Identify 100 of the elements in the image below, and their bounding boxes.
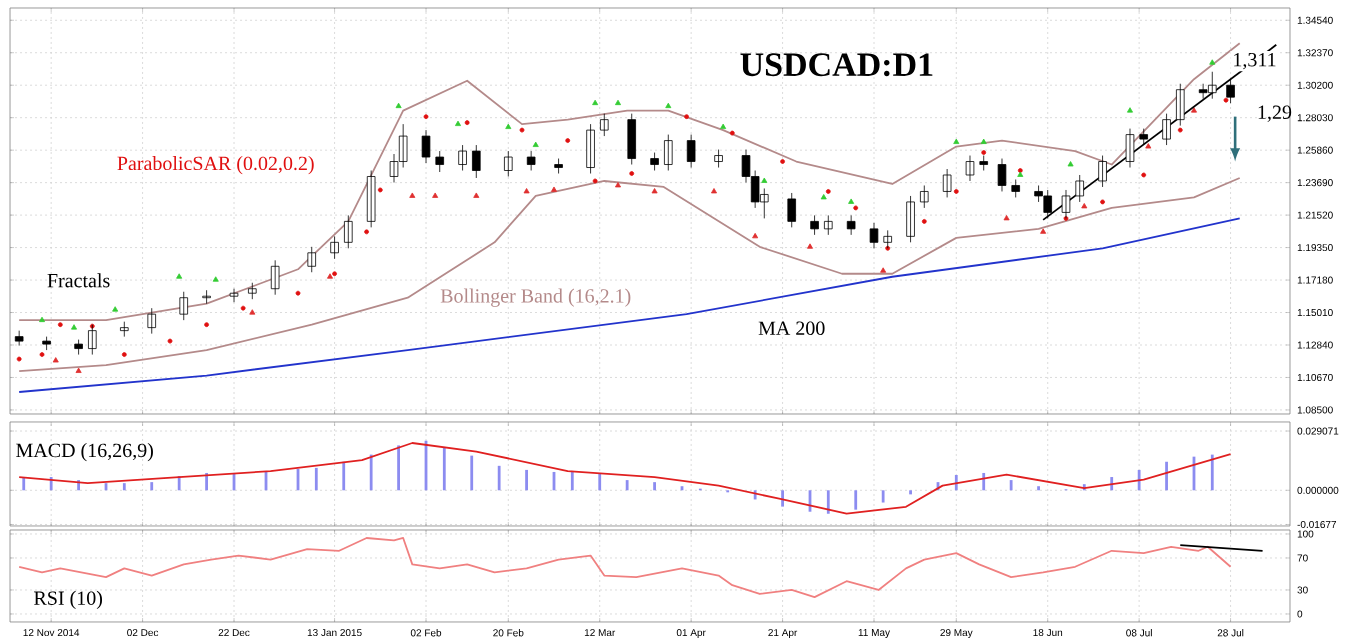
annotation: 1,311 [1234,53,1276,70]
point [167,338,173,344]
point [432,192,439,198]
point [327,273,334,279]
point [953,138,960,144]
series-label: Fractals [47,273,110,288]
candlestick [965,155,975,182]
candlestick [1098,155,1107,188]
candlestick [810,215,819,236]
candlestick [74,339,83,355]
candlestick [120,321,129,338]
point [295,290,301,296]
point [921,218,927,224]
candlestick [435,150,445,173]
point [39,316,46,323]
candlestick [1075,174,1084,203]
line-series [18,442,1232,515]
point [1067,161,1074,167]
candlestick [472,144,481,179]
point [523,188,530,194]
candlestick [1162,113,1171,146]
candlestick [600,113,609,137]
point [615,182,621,188]
point [464,120,470,126]
point [409,192,416,198]
point [1003,215,1010,221]
point [1040,228,1047,234]
point [551,186,558,192]
candlestick [920,185,929,209]
candlestick [650,152,659,171]
candlestick [14,330,24,346]
point [1141,172,1147,178]
text: RSI (10) [34,590,103,609]
text: MACD (16,26,9) [16,443,153,462]
candlestick [883,229,892,249]
point [473,192,480,198]
text: USDCAD:D1 [740,53,933,77]
candlestick [344,215,353,249]
point [395,102,402,109]
candlestick [421,129,431,164]
candlestick [458,144,467,171]
point [880,267,887,273]
candlestick [664,134,673,171]
point [52,357,59,363]
point [455,120,462,127]
point [505,123,512,130]
candlestick [979,155,988,171]
point [532,141,539,147]
candlestick [846,215,856,236]
point [71,324,78,330]
point [240,305,246,311]
candlestick [714,149,723,168]
point [1081,203,1088,209]
candlestick [997,158,1007,192]
point [1145,143,1152,149]
series-label: MA 200 [758,321,825,335]
candlestick [869,222,879,249]
annotation: 1,29 [1258,105,1292,122]
candlestick [366,170,376,228]
point [1177,127,1183,133]
candlestick [42,336,51,351]
point [729,130,735,136]
point [807,243,813,249]
point [761,177,768,183]
line-series [18,177,1241,372]
point [592,178,598,184]
point [1127,107,1133,113]
text: Bollinger Band (16,2.1) [440,288,631,307]
point [1191,107,1197,113]
point [853,205,859,211]
text: ParabolicSAR (0.02,0.2) [117,156,314,175]
point [519,127,525,133]
point [848,198,855,204]
candlestick [179,291,189,321]
point [1223,97,1229,103]
candlestick [504,150,513,177]
line-series [18,217,1241,393]
candlestick [88,324,97,355]
point [249,309,256,315]
point [720,123,727,130]
point [615,99,621,106]
candlestick [787,192,796,228]
point [16,356,22,362]
point [651,188,658,194]
point [57,322,63,328]
candlestick [627,113,636,165]
candlestick [586,123,595,174]
candlestick [906,195,915,243]
candlestick [270,259,280,296]
candlestick [248,282,257,300]
candlestick [1226,78,1235,104]
point [665,102,672,109]
candlestick [147,307,157,335]
point [711,188,718,194]
candlestick [1011,179,1020,198]
point [75,367,82,373]
candlestick [307,246,317,273]
candlestick [229,288,239,303]
candlestick [824,215,833,236]
candlestick [1176,83,1185,127]
